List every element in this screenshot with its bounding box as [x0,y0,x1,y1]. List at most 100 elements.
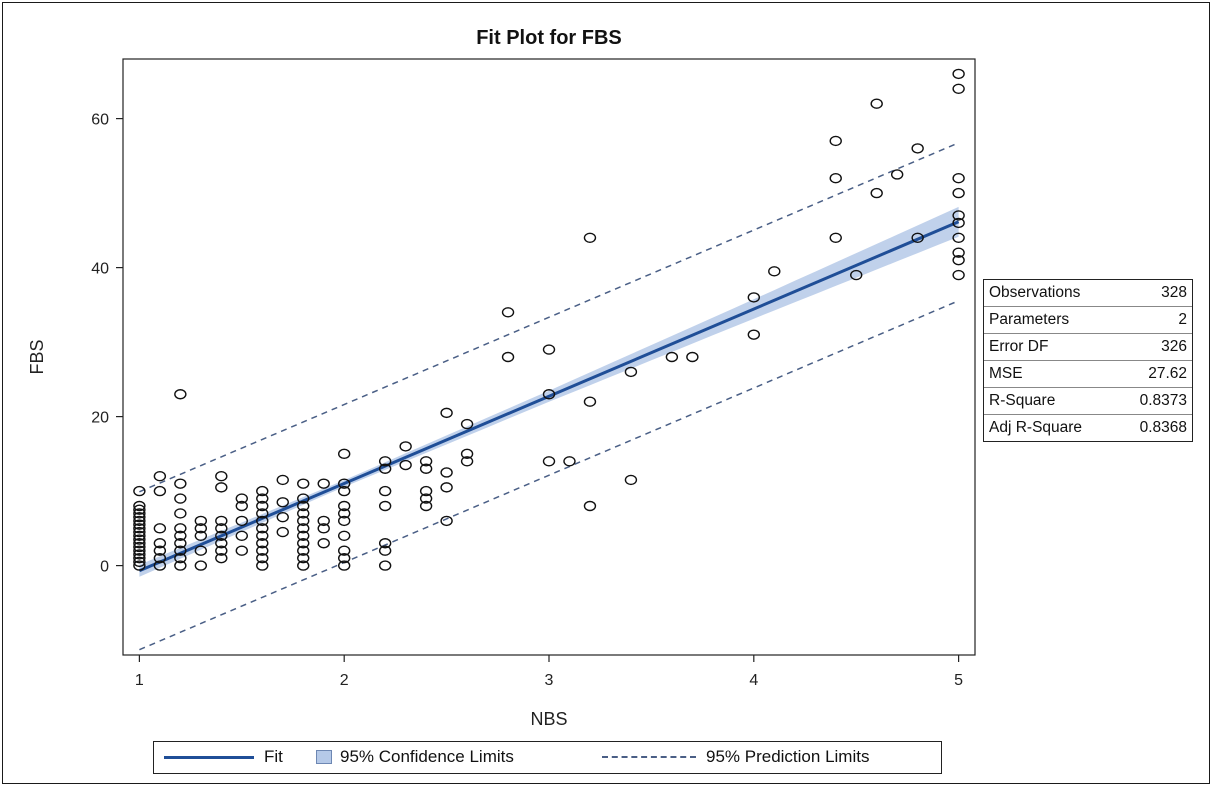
data-point [297,493,310,504]
legend-label-confidence: 95% Confidence Limits [340,747,514,766]
data-point [297,478,310,489]
data-point [501,307,515,318]
data-point [419,485,433,497]
legend-item-confidence: 95% Confidence Limits [316,747,514,767]
data-point [276,474,289,486]
x-tick-label: 3 [545,672,554,689]
data-point [583,396,597,407]
stat-row: Parameters 2 [984,306,1192,334]
data-point [133,523,146,534]
data-point [665,351,679,363]
data-point [399,441,412,452]
data-point [297,538,310,549]
data-point [174,545,187,556]
data-point [194,545,208,556]
data-point [235,530,248,541]
legend-item-fit: Fit [164,747,283,767]
data-point [337,448,351,460]
confidence-band-layer [139,206,959,577]
data-point [952,247,965,258]
confidence-band-swatch [316,750,332,764]
stat-value: 0.8373 [1117,387,1192,415]
data-point [215,538,228,549]
data-point [317,538,330,549]
data-point [297,500,310,512]
fit-statistics-table: Observations 328 Parameters 2 Error DF 326 MSE… [983,279,1193,442]
data-point [583,500,597,512]
data-point [215,523,228,534]
data-point [419,500,433,512]
data-point [174,530,187,541]
data-point [133,504,146,515]
data-point [153,485,167,497]
data-point [297,508,310,519]
data-point [768,266,781,277]
data-point [378,456,392,467]
data-point [911,232,924,244]
data-point [317,515,330,527]
data-point [378,500,392,512]
data-point [174,389,187,400]
stat-value: 2 [1117,306,1192,334]
data-point [256,545,269,556]
data-point [256,560,269,571]
data-point [133,556,146,568]
data-point [256,515,269,527]
stat-value: 0.8368 [1117,414,1192,441]
data-point [317,478,330,489]
data-point [542,389,556,400]
data-point [215,471,228,482]
data-point [153,552,167,564]
data-point [317,523,330,534]
data-point [297,530,310,541]
x-axis: 1 2 3 4 5 [135,655,963,689]
data-point [256,538,269,549]
data-point [337,530,351,541]
y-tick-label: 0 [100,559,109,576]
data-point [952,217,965,229]
prediction-line-swatch [602,756,696,758]
stat-row: Adj R-Square 0.8368 [984,414,1192,441]
data-point [624,366,638,378]
data-points-layer [133,68,965,571]
stat-value: 328 [1161,284,1187,301]
stat-value: 326 [1117,333,1192,361]
legend-label-prediction: 95% Prediction Limits [706,747,870,766]
data-point [133,549,146,560]
data-point [174,552,187,564]
data-point [440,407,453,419]
data-point [829,135,842,147]
data-point [829,232,842,244]
data-point [215,515,228,527]
upper-prediction-limit [139,142,959,493]
legend-item-prediction: 95% Prediction Limits [602,747,869,767]
data-point [133,560,146,571]
data-point [256,530,269,541]
data-point [276,497,289,508]
fit-line-layer [138,220,960,573]
stat-row: R-Square 0.8373 [984,387,1192,415]
data-point [256,552,269,564]
data-point [337,485,351,497]
data-point [133,511,146,523]
data-point [174,493,187,504]
data-point [297,560,310,571]
stat-row: MSE 27.62 [984,360,1192,388]
data-point [911,143,924,154]
legend-label-fit: Fit [264,747,283,766]
data-point [153,523,167,534]
legend: Fit 95% Confidence Limits 95% Prediction… [153,741,942,774]
data-point [747,329,761,340]
data-point [747,292,761,303]
y-axis-label: FBS [27,339,47,374]
data-point [133,500,146,512]
data-point [133,552,146,564]
data-point [542,456,556,467]
data-point [194,530,208,541]
stat-label: R-Square [984,387,1118,415]
data-point [133,519,146,530]
data-point [174,523,187,534]
data-point [153,538,167,549]
chart-title: Fit Plot for FBS [476,27,622,49]
